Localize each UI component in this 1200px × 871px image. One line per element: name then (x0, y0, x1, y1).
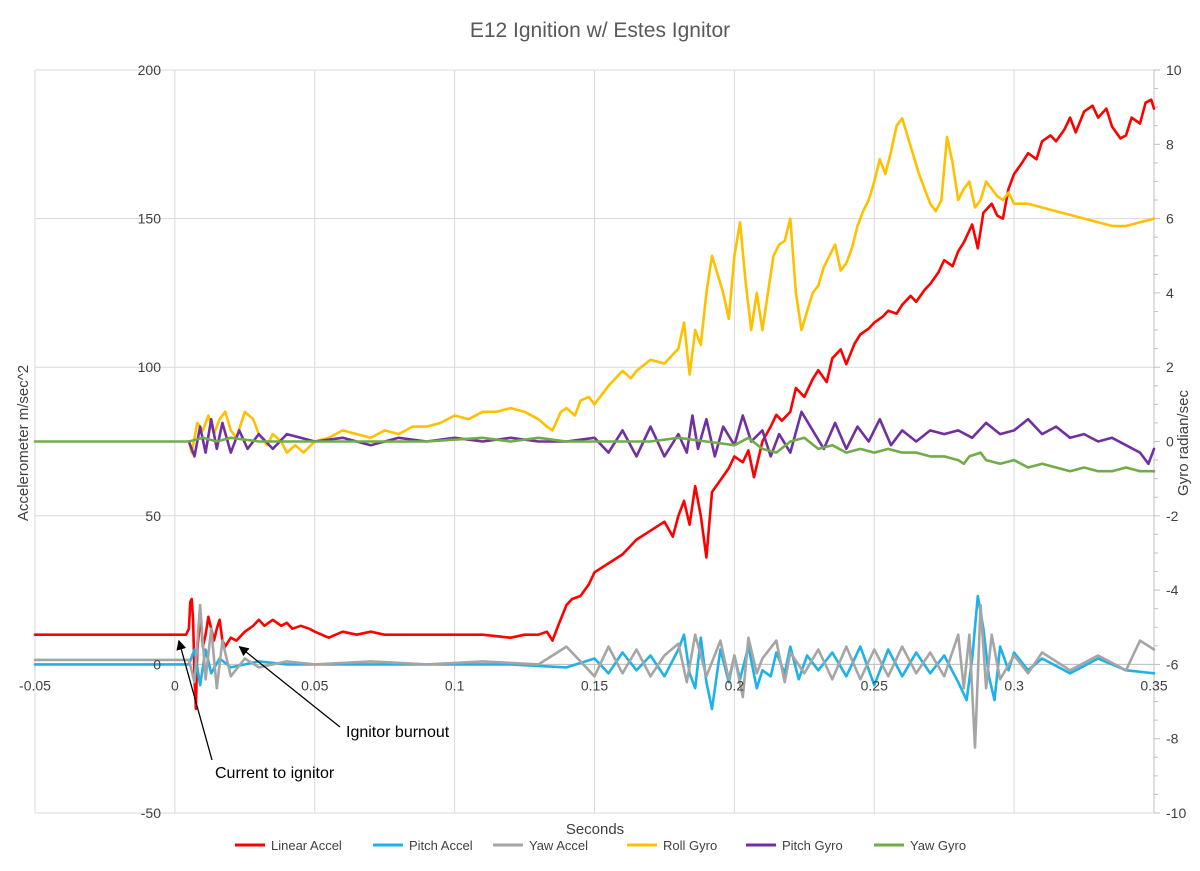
series-line-pitch-gyro (187, 410, 1156, 466)
y-tick-label: 150 (138, 211, 162, 227)
legend-label: Yaw Accel (529, 838, 588, 853)
x-tick-label: 0.25 (861, 677, 888, 693)
y-tick-label: -50 (141, 805, 161, 821)
series-line-roll-gyro (187, 117, 1156, 454)
y2-axis-title: Gyro radian/sec (1175, 390, 1192, 496)
series-group (33, 98, 1156, 749)
legend-label: Pitch Gyro (782, 838, 843, 853)
x-axis-title: Seconds (566, 821, 624, 838)
y2-tick-label: 2 (1166, 359, 1174, 375)
y-tick-label: 0 (153, 656, 161, 672)
legend: Linear Accel Pitch Accel Yaw Accel Roll Gyr… (235, 838, 966, 853)
y2-tick-label: 6 (1166, 211, 1174, 227)
y2-tick-label: 4 (1166, 285, 1174, 301)
y2-tick-label: -10 (1166, 805, 1186, 821)
annotation-arrow (176, 639, 213, 761)
annotation-arrow (238, 645, 341, 728)
annotation-label: Ignitor burnout (346, 724, 450, 741)
legend-label: Linear Accel (271, 838, 342, 853)
annotations: Current to ignitor Ignitor burnout (176, 639, 450, 782)
y2-tick-label: -6 (1166, 656, 1179, 672)
y-tick-label: 100 (138, 359, 162, 375)
x-tick-label: 0.15 (581, 677, 608, 693)
series-line-yaw-gyro (33, 436, 1156, 473)
chart-title: E12 Ignition w/ Estes Ignitor (470, 19, 730, 42)
y-tick-label: 200 (138, 62, 162, 78)
y2-tick-label: 8 (1166, 136, 1174, 152)
y2-tick-label: -8 (1166, 731, 1179, 747)
y2-tick-label: -4 (1166, 582, 1179, 598)
x-tick-label: 0 (171, 677, 179, 693)
y2-tick-label: 10 (1166, 62, 1182, 78)
series-line-yaw-accel (33, 603, 1156, 749)
annotation-label: Current to ignitor (215, 765, 335, 782)
x-tick-label: -0.05 (19, 677, 51, 693)
legend-label: Yaw Gyro (910, 838, 966, 853)
x-tick-label: 0.3 (1004, 677, 1024, 693)
x-tick-label: 0.05 (301, 677, 328, 693)
y-tick-label: 50 (145, 508, 161, 524)
y2-tick-label: 0 (1166, 434, 1174, 450)
legend-label: Roll Gyro (663, 838, 717, 853)
tick-labels: -0.05 0 0.05 0.1 0.15 0.2 0.25 0.3 0.35-50050100… (19, 62, 1186, 821)
x-tick-label: 0.2 (725, 677, 745, 693)
y2-tick-label: -2 (1166, 508, 1179, 524)
series-line-linear-accel (33, 98, 1156, 711)
x-tick-label: 0.1 (445, 677, 465, 693)
y-axis-title: Accelerometer m/sec^2 (15, 365, 32, 521)
x-tick-label: 0.35 (1140, 677, 1167, 693)
legend-label: Pitch Accel (409, 838, 473, 853)
